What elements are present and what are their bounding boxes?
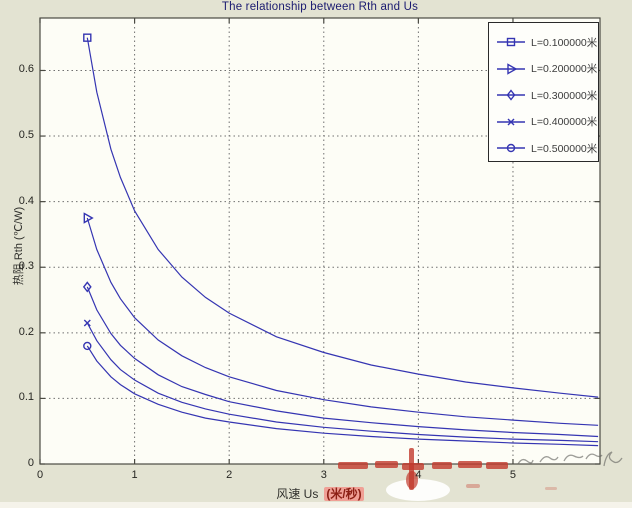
- legend-box: L=0.100000米 L=0.200000米 L=0.300000米 L=0.400…: [488, 22, 599, 162]
- watermark-red-dash: [338, 462, 368, 469]
- y-tick-label-0.5: 0.5: [18, 129, 34, 142]
- triangle-right-marker-icon: [83, 212, 94, 224]
- bottom-strip: [0, 502, 632, 508]
- diamond-marker-icon: [506, 89, 516, 101]
- legend-entry-4: L=0.400000米: [489, 109, 598, 136]
- legend-entry-1: L=0.100000米: [489, 29, 598, 56]
- watermark-red-dash: [375, 461, 398, 468]
- y-tick-label-0: 0: [27, 457, 34, 469]
- x-tick-label-5: 5: [509, 469, 517, 481]
- chart-title: The relationship between Rth and Us: [221, 1, 419, 13]
- x-marker-icon: [507, 118, 515, 126]
- square-marker-icon: [506, 38, 516, 47]
- legend-label: L=0.300000米: [531, 89, 598, 102]
- curve-L5: [86, 345, 599, 447]
- circle-marker-icon: [83, 341, 92, 351]
- legend-marker: [497, 89, 525, 101]
- y-tick-label-0.3: 0.3: [18, 260, 34, 273]
- handwriting-watermark: [517, 458, 534, 465]
- watermark-red-dash: [458, 461, 482, 468]
- circle-marker-icon: [506, 144, 516, 153]
- diamond-marker-icon: [82, 281, 92, 293]
- x-tick-label-4: 4: [415, 469, 422, 481]
- curve-L4: [86, 322, 599, 443]
- watermark-red-dash: [486, 462, 508, 469]
- legend-marker: [497, 38, 525, 47]
- curve-L2: [86, 217, 599, 426]
- legend-marker: [497, 144, 525, 153]
- square-marker-icon: [83, 33, 92, 42]
- curve-L3: [86, 286, 599, 438]
- handwriting-watermark: [585, 453, 603, 460]
- axes-border: [39, 17, 601, 465]
- watermark-red-faint-dash: [545, 487, 557, 490]
- x-marker-icon: [83, 319, 91, 327]
- legend-entry-3: L=0.300000米: [489, 82, 598, 109]
- x-tick-label-2: 2: [226, 469, 233, 481]
- x-tick-label-3: 3: [320, 469, 327, 481]
- legend-entry-2: L=0.200000米: [489, 56, 598, 83]
- watermark-red-blob: [406, 471, 418, 489]
- legend-marker: [497, 63, 525, 75]
- handwriting-watermark: [603, 451, 623, 467]
- legend-marker: [497, 118, 525, 126]
- watermark-white-blob: [386, 479, 450, 501]
- x-axis-label-text: 风速 Us: [276, 487, 319, 501]
- y-tick-label-0.1: 0.1: [18, 391, 34, 404]
- red-watermark: [338, 448, 623, 501]
- x-axis-label: 风速 Us (米/秒): [40, 485, 600, 502]
- y-tick-label-0.4: 0.4: [18, 194, 34, 207]
- legend-entry-5: L=0.500000米: [489, 135, 598, 162]
- legend-label: L=0.200000米: [531, 63, 598, 76]
- triangle-right-marker-icon: [507, 63, 518, 75]
- legend-label: L=0.400000米: [531, 116, 598, 129]
- watermark-red-dash: [432, 462, 452, 469]
- x-tick-label-1: 1: [131, 469, 138, 481]
- legend-label: L=0.500000米: [531, 142, 598, 155]
- handwriting-watermark: [563, 454, 584, 462]
- curve-L1: [86, 37, 599, 398]
- legend-label: L=0.100000米: [531, 36, 598, 49]
- y-tick-label-0.6: 0.6: [18, 63, 34, 76]
- x-axis-unit-highlight: (米/秒): [324, 487, 364, 501]
- x-tick-label-0: 0: [36, 469, 44, 481]
- handwriting-watermark: [539, 456, 559, 463]
- watermark-red-faint-dash: [466, 484, 480, 488]
- y-tick-label-0.2: 0.2: [18, 325, 34, 338]
